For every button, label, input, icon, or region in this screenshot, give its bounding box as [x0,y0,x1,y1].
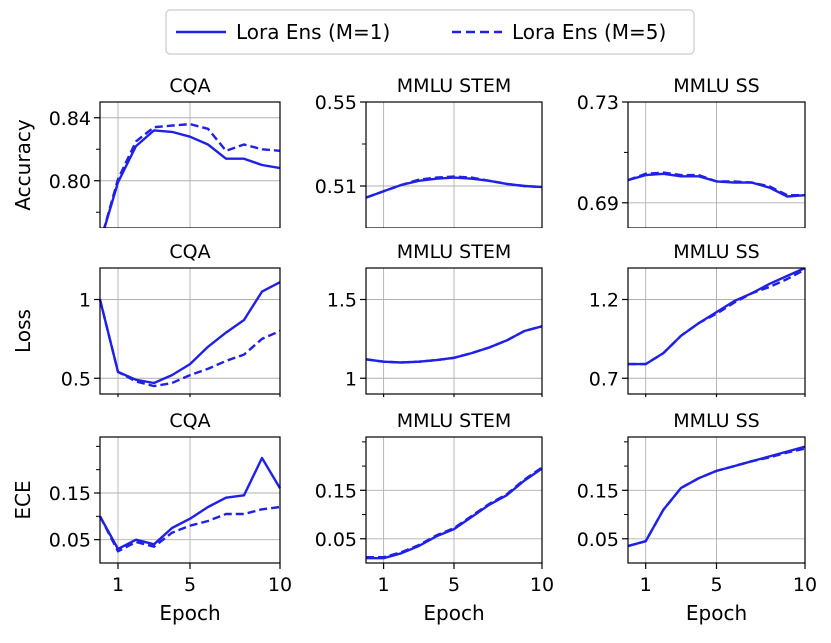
y-tick-label: 0.84 [49,108,91,130]
series-line-m5 [627,171,805,197]
y-tick-label: 1.2 [589,290,619,312]
subplot-6: 0.05 0.15 1 5 10 CQA ECE Epoch [11,397,292,625]
clip-mask-top [99,228,281,268]
clip-mask-top [99,62,281,102]
y-tick-label: 0.73 [577,92,619,114]
y-tick-label: 0.55 [315,92,357,114]
subplot-8: 0.05 0.15 1 5 10 MMLU SS Epoch [577,397,817,625]
subplot-title: MMLU STEM [397,241,511,263]
y-axis-label: Accuracy [11,119,35,210]
x-tick-label: 1 [640,574,652,596]
series-line-m5 [365,175,543,199]
x-axis-label: Epoch [423,601,484,625]
clip-mask-top [365,228,543,268]
subplot-4: 1 1.5 MMLU STEM [327,228,543,425]
legend-label-m1: Lora Ens (M=1) [236,20,390,44]
y-tick-label: 0.69 [577,193,619,215]
y-tick-label: 0.80 [49,171,91,193]
x-tick-label: 10 [268,574,292,596]
clip-mask-top [627,228,806,268]
subplot-7: 0.05 0.15 1 5 10 MMLU STEM Epoch [315,397,554,625]
y-tick-label: 0.15 [315,480,357,502]
x-tick-label: 5 [184,574,196,596]
y-tick-label: 0.05 [577,529,619,551]
series-line-m5 [98,299,281,388]
subplot-title: MMLU SS [673,241,760,263]
series-line-m5 [366,466,543,559]
y-tick-label: 0.15 [49,483,91,505]
series-line-m1 [98,456,282,551]
y-tick-label: 0.15 [577,480,619,502]
subplot-3: 0.5 1 CQA Loss [11,228,281,425]
y-tick-label: 0.5 [61,368,91,390]
series-line-m5 [628,268,806,366]
y-tick-label: 0.05 [49,530,91,552]
clip-mask-top [627,62,806,102]
y-tick-label: 1.5 [327,290,357,312]
x-tick-label: 10 [793,574,817,596]
subplot-title: CQA [169,410,210,432]
y-tick-label: 0.7 [589,368,619,390]
series-line-m1 [98,129,281,244]
clip-mask-top [365,397,543,437]
legend-label-m5: Lora Ens (M=5) [512,20,666,44]
series-line-m5 [365,325,543,364]
subplot-title: MMLU SS [673,410,760,432]
y-tick-label: 0.51 [315,176,357,198]
x-tick-label: 5 [710,574,722,596]
subplot-5: 0.7 1.2 MMLU SS [589,228,806,425]
x-tick-label: 1 [112,574,124,596]
x-tick-label: 10 [530,574,554,596]
x-tick-label: 1 [378,574,390,596]
clip-mask-top [99,397,281,437]
y-tick-label: 1 [79,290,91,312]
subplot-title: MMLU STEM [397,410,511,432]
x-axis-label: Epoch [686,601,747,625]
y-tick-label: 1 [345,368,357,390]
legend: Lora Ens (M=1) Lora Ens (M=5) [165,9,695,55]
subplot-title: MMLU SS [673,75,760,97]
subplot-title: CQA [169,241,210,263]
x-axis-label: Epoch [159,601,220,625]
series-line-m5 [98,505,281,553]
y-axis-label: Loss [11,309,35,353]
x-tick-label: 5 [448,574,460,596]
clip-mask-top [627,397,806,437]
clip-mask-top [365,62,543,102]
y-tick-label: 0.05 [315,529,357,551]
series-line-m5 [627,447,806,548]
y-axis-label: ECE [11,480,35,519]
subplot-title: MMLU STEM [397,75,511,97]
subplot-title: CQA [169,75,210,97]
legend-frame [165,9,695,55]
